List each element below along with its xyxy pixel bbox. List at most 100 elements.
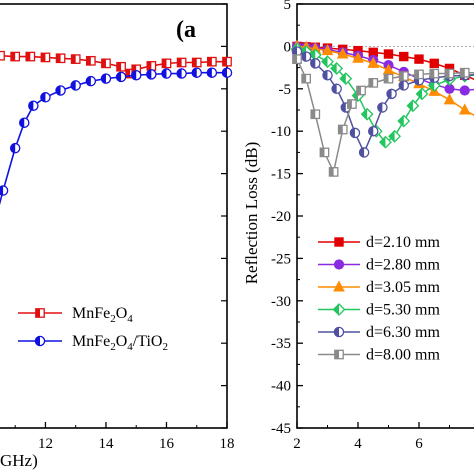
- series-4-point-4-fill: [332, 84, 337, 94]
- series-3-point-7-fill: [361, 108, 368, 120]
- series-1-point-1-fill: [0, 185, 4, 196]
- series-3-point-9-fill: [379, 136, 386, 148]
- series-0-point-11-fill: [132, 65, 137, 74]
- legend-label-part: 2: [110, 313, 116, 325]
- series-0-point-8-fill: [101, 59, 106, 68]
- series-line-1: [0, 71, 227, 206]
- x-tick-label-2: 16: [159, 436, 175, 452]
- x-tick-label-1: 4: [354, 436, 362, 452]
- series-0-point-9-fill: [116, 62, 122, 71]
- series-4-point-3-fill: [322, 70, 328, 80]
- series-3-point-13-fill: [416, 88, 423, 100]
- series-0-point-14-fill: [177, 58, 182, 67]
- series-4-point-8-fill: [368, 126, 374, 136]
- series-3-point-4-fill: [331, 62, 337, 74]
- series-4-point-10-fill: [386, 89, 392, 99]
- legend-label-3: d=5.30 mm: [366, 302, 440, 319]
- x-tick-label-3: 18: [220, 436, 235, 452]
- series-0-point-4-fill: [41, 53, 46, 62]
- series-0-point-7: [383, 49, 394, 59]
- legend-label-0: MnFe2O4: [72, 305, 133, 325]
- legend-label-part: MnFe: [72, 333, 110, 350]
- panel-label: (a: [176, 17, 196, 43]
- y-tick-label-5: -20: [271, 209, 291, 225]
- series-5-point-11-fill: [414, 70, 419, 79]
- legend-label-part: 2: [162, 341, 168, 353]
- series-1-point-3-fill: [19, 118, 25, 128]
- x-tick-label-0: 12: [38, 436, 53, 452]
- series-4-point-11-fill: [399, 80, 404, 91]
- y-tick-label-10: -45: [271, 421, 291, 437]
- series-1-point-9-fill: [101, 74, 106, 84]
- series-2-point-3: [321, 44, 334, 56]
- legend-marker-2: [333, 280, 345, 292]
- series-1-point-14-fill: [177, 68, 182, 79]
- series-5-point-5-fill: [338, 125, 343, 134]
- series-5-point-12-fill: [430, 69, 435, 78]
- y-tick-label-8: -35: [271, 336, 291, 352]
- series-5-point-9-fill: [384, 74, 389, 83]
- series-5-point-6-fill: [347, 99, 352, 109]
- series-0-point-3-fill: [26, 52, 31, 61]
- series-3-point-3-fill: [322, 56, 328, 68]
- series-0-point-16-fill: [207, 57, 212, 66]
- legend-label-part: 4: [127, 341, 133, 353]
- x-tick-label-2: 6: [415, 436, 423, 452]
- series-3-point-10-fill: [389, 130, 395, 142]
- series-0-point-9: [414, 54, 424, 64]
- legend-marker-1-fill: [35, 336, 40, 346]
- series-1-point-16-fill: [207, 68, 212, 78]
- series-5-point-7-fill: [356, 86, 362, 95]
- x-axis-label: GHz): [0, 451, 38, 470]
- series-0-point-15-fill: [192, 58, 197, 67]
- series-4-point-7-fill: [359, 147, 365, 157]
- series-1-point-11-fill: [131, 70, 137, 80]
- y-tick-label-9: -40: [271, 379, 291, 395]
- legend-label-4: d=6.30 mm: [366, 324, 440, 341]
- series-4-point-1-fill: [301, 51, 307, 62]
- legend-label-part: /TiO: [133, 333, 163, 350]
- legend-label-1: MnFe2O4/TiO2: [72, 333, 168, 353]
- series-0-point-12-fill: [147, 61, 152, 71]
- legend-marker-5-fill: [334, 350, 339, 359]
- y-tick-label-1: 0: [284, 39, 292, 55]
- series-1-point-15-fill: [192, 68, 197, 78]
- y-tick-label-4: -15: [271, 167, 291, 183]
- legend-marker-0: [334, 237, 344, 247]
- series-1-point-8-fill: [86, 76, 91, 86]
- series-4-point-5-fill: [341, 102, 346, 113]
- series-0-point-1: [0, 50, 5, 61]
- y-tick-label-6: -25: [271, 251, 291, 267]
- y-tick-label-3: -10: [271, 124, 291, 140]
- series-3-point-11-fill: [398, 115, 404, 127]
- series-1-point-5-fill: [40, 92, 46, 102]
- legend-marker-4-fill: [334, 327, 339, 337]
- legend-marker-0-fill: [35, 308, 40, 318]
- series-1-point-10-fill: [116, 72, 122, 82]
- series-2-point-6: [367, 56, 380, 68]
- series-0-point-17-fill: [222, 57, 227, 66]
- series-1-point-6-fill: [55, 85, 61, 96]
- series-0-point-13-fill: [162, 59, 167, 68]
- legend-marker-3-fill: [333, 304, 339, 315]
- series-0-point-10: [429, 58, 439, 69]
- legend-label-1: d=2.80 mm: [366, 257, 440, 274]
- series-5-point-13-fill: [445, 69, 450, 78]
- series-2-point-4: [336, 47, 349, 59]
- legend-label-5: d=8.00 mm: [366, 347, 440, 364]
- legend-label-part: MnFe: [72, 305, 110, 322]
- y-tick-label-0: 5: [284, 0, 292, 13]
- series-4-point-2-fill: [310, 58, 316, 68]
- series-0-point-10-fill: [125, 69, 131, 78]
- series-3-point-12-fill: [407, 100, 413, 112]
- x-tick-label-0: 2: [293, 436, 301, 452]
- series-4-point-0-fill: [292, 46, 297, 57]
- series-0-point-5-fill: [56, 54, 61, 63]
- series-5-point-2-fill: [311, 110, 316, 119]
- series-5-point-1-fill: [301, 74, 307, 83]
- series-0-point-2-fill: [10, 52, 16, 61]
- series-4-point-9-fill: [377, 102, 383, 113]
- x-tick-label-1: 14: [98, 436, 114, 452]
